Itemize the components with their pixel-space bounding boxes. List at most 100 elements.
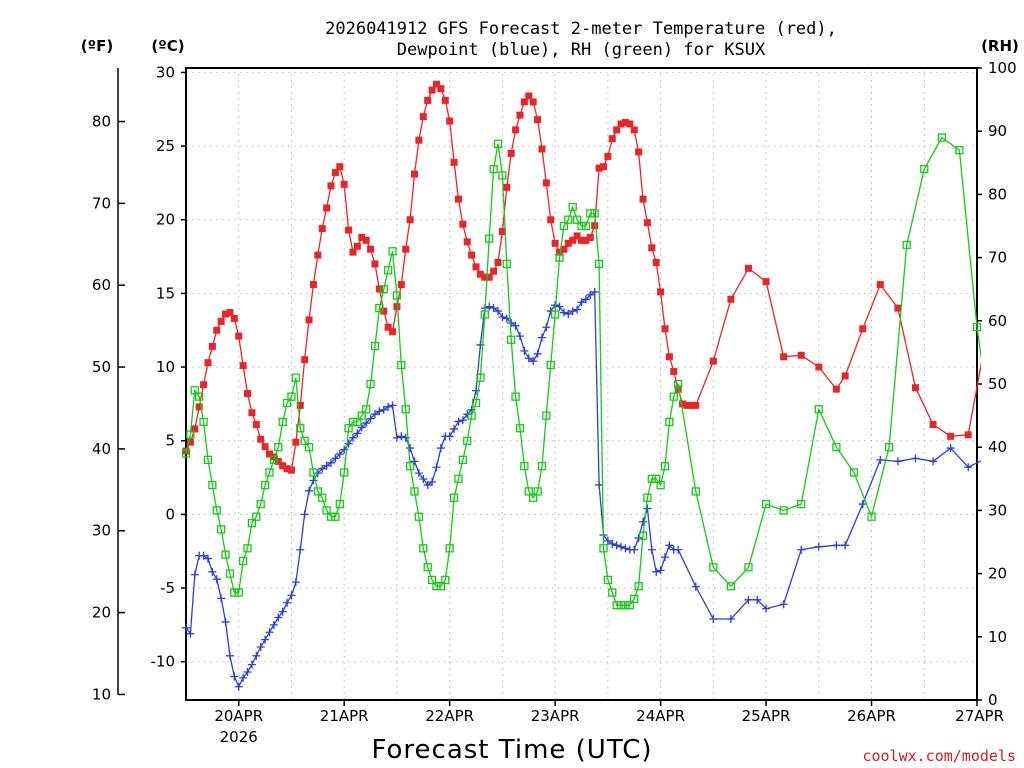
- rh-point: [779, 506, 788, 515]
- dewpoint-point: [573, 305, 582, 314]
- rh-point: [972, 322, 981, 332]
- dewpoint-point: [419, 475, 428, 484]
- temperature-point: [213, 326, 221, 334]
- temperature-point: [375, 285, 383, 293]
- rh-point: [493, 139, 503, 148]
- temperature-point: [283, 465, 291, 473]
- rh-point: [555, 253, 564, 262]
- dewpoint-point: [841, 541, 850, 550]
- rh-point: [656, 480, 665, 490]
- rh-point: [230, 588, 239, 597]
- temperature-point: [859, 325, 867, 333]
- temperature-point: [683, 401, 691, 409]
- rh-point: [348, 417, 358, 427]
- rh-point: [304, 443, 314, 452]
- temperature-point: [604, 152, 612, 160]
- x-tick-label: 26APR: [847, 707, 896, 725]
- temperature-point: [894, 304, 902, 312]
- rh-tick-label: 70: [988, 249, 1007, 267]
- rh-point: [419, 544, 428, 553]
- temperature-point: [626, 120, 634, 128]
- rh-point: [243, 544, 252, 553]
- rh-point: [423, 563, 432, 572]
- temperature-point: [815, 363, 823, 371]
- rh-point: [344, 424, 353, 433]
- temperature-point: [485, 273, 493, 281]
- temperature-point: [296, 401, 304, 409]
- temperature-point: [195, 403, 203, 411]
- rh-point: [489, 164, 498, 174]
- x-tick-label: 27APR: [955, 707, 1004, 725]
- dewpoint-point: [946, 444, 955, 453]
- rh-axis-unit: (RH): [981, 37, 1019, 55]
- rh-point: [318, 493, 327, 502]
- credit-link[interactable]: coolwx.com/models: [862, 747, 1016, 765]
- dewpoint-point: [832, 541, 841, 550]
- temperature-point: [468, 251, 476, 259]
- temperature-point: [384, 323, 392, 331]
- rh-point: [199, 417, 208, 427]
- dewpoint-point: [542, 323, 551, 332]
- dewpoint-point: [652, 567, 661, 576]
- temperature-point: [560, 245, 568, 253]
- dewpoint-point: [814, 542, 823, 551]
- rh-point: [621, 601, 630, 610]
- dewpoint-point: [533, 349, 542, 358]
- rh-point: [577, 221, 586, 231]
- temperature-point: [947, 432, 955, 440]
- rh-point: [405, 462, 415, 471]
- temperature-point: [287, 466, 295, 474]
- temperature-point: [230, 314, 238, 322]
- temperature-point: [929, 421, 937, 429]
- rh-point: [379, 285, 388, 294]
- x-tick-label: 22APR: [425, 707, 474, 725]
- temperature-point: [498, 228, 506, 236]
- rh-tick-label: 60: [988, 312, 1007, 330]
- temperature-point: [534, 116, 542, 124]
- dewpoint-point: [537, 333, 546, 342]
- rh-point: [630, 594, 639, 604]
- dewpoint-point: [362, 419, 371, 428]
- temperature-point: [964, 431, 972, 439]
- rh-point: [590, 209, 599, 218]
- dewpoint-point: [1017, 469, 1024, 477]
- temperature-point: [780, 353, 788, 361]
- series-line: [185, 290, 981, 689]
- dewpoint-point: [344, 439, 353, 448]
- rh-point: [586, 209, 595, 218]
- rh-point: [550, 310, 560, 319]
- dewpoint-point: [335, 449, 344, 458]
- rh-point: [533, 487, 542, 496]
- temperature-point: [652, 258, 660, 266]
- rh-point: [278, 417, 287, 427]
- rh-point: [340, 468, 349, 477]
- dewpoint-point: [621, 544, 630, 553]
- dewpoint-point: [564, 310, 573, 319]
- dewpoint-point: [423, 480, 432, 489]
- temperature-point: [608, 135, 616, 143]
- temperature-point: [516, 111, 524, 119]
- dewpoint-point: [454, 417, 463, 426]
- temperature-point: [406, 216, 414, 224]
- series-line: [185, 83, 981, 472]
- temperature-point: [727, 295, 735, 303]
- x-axis-label: Forecast Time (UTC): [371, 735, 652, 765]
- rh-point: [238, 556, 248, 566]
- dewpoint-point: [296, 545, 305, 554]
- celsius-tick-label: 0: [165, 505, 175, 523]
- dewpoint-point: [559, 308, 568, 317]
- temperature-point: [362, 236, 370, 244]
- dewpoint-point: [485, 302, 494, 311]
- rh-tick-label: 20: [988, 565, 1007, 583]
- temperature-point: [226, 309, 234, 317]
- dewpoint-point: [753, 595, 762, 604]
- dewpoint-point: [691, 582, 700, 591]
- dewpoint-point: [779, 600, 788, 609]
- rh-point: [529, 493, 538, 502]
- dewpoint-point: [388, 401, 397, 410]
- dewpoint-point: [327, 458, 336, 467]
- rh-point: [546, 360, 555, 370]
- rh-point: [287, 392, 296, 401]
- dewpoint-point: [379, 405, 388, 414]
